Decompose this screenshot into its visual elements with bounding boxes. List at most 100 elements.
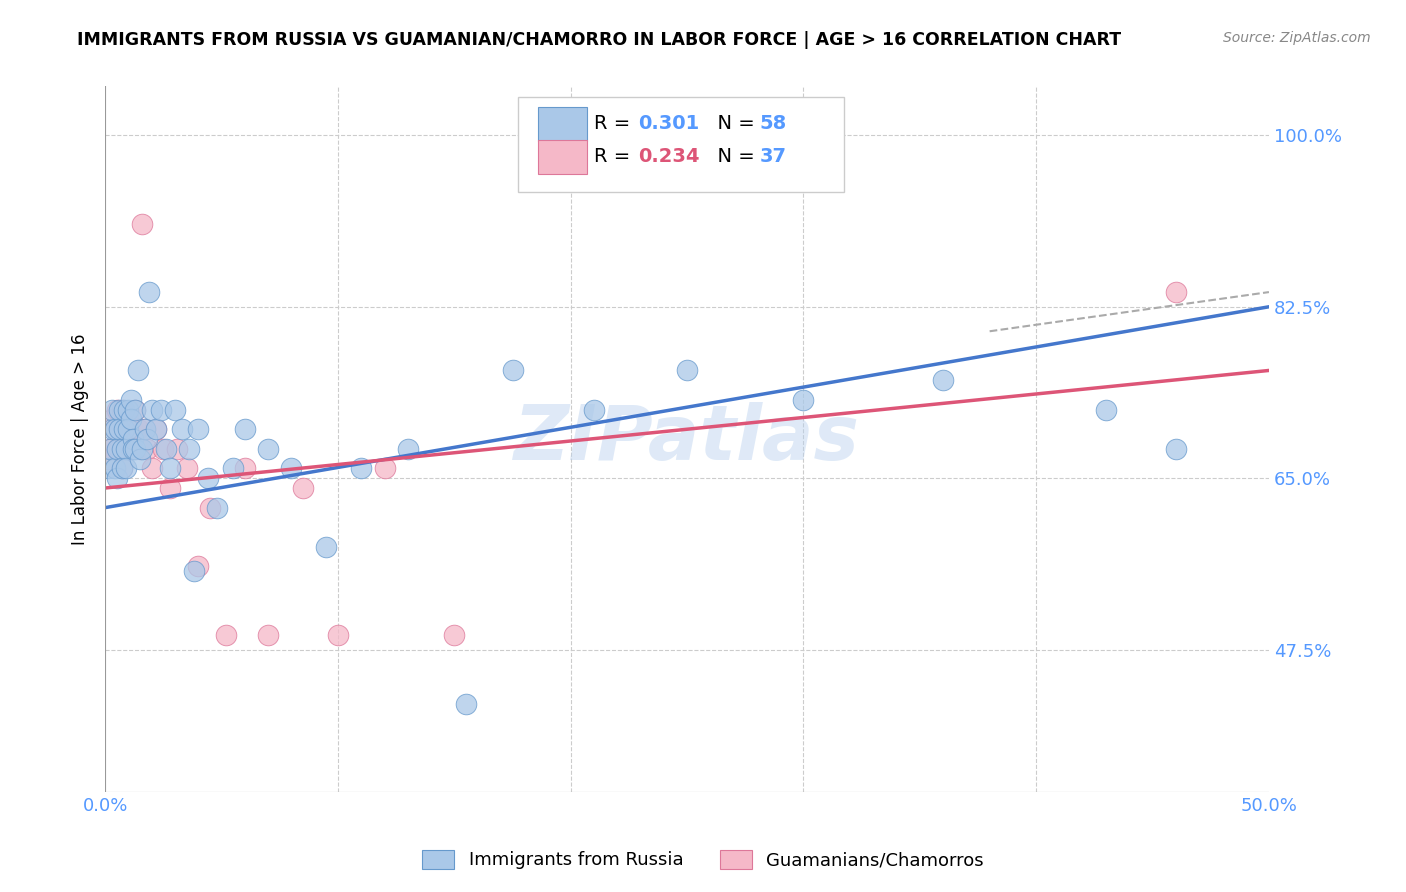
Point: [136, 432, 159, 446]
Point: [124, 442, 146, 456]
Point: [159, 481, 181, 495]
Point: [141, 461, 163, 475]
Point: [233, 461, 256, 475]
Point: [112, 422, 135, 436]
Text: 0.301: 0.301: [638, 114, 699, 133]
Point: [292, 481, 315, 495]
Point: [454, 697, 477, 711]
FancyBboxPatch shape: [538, 140, 586, 174]
Point: [326, 628, 349, 642]
Point: [110, 461, 132, 475]
Point: [152, 442, 174, 456]
Point: [105, 471, 128, 485]
Point: [108, 442, 131, 456]
Point: [131, 217, 153, 231]
Point: [105, 442, 128, 456]
Point: [187, 422, 209, 436]
Point: [197, 471, 219, 485]
Point: [932, 373, 955, 387]
Point: [96, 461, 118, 475]
Point: [150, 402, 173, 417]
Point: [103, 422, 125, 436]
Point: [141, 402, 163, 417]
Point: [122, 422, 145, 436]
Point: [127, 363, 149, 377]
Point: [124, 402, 146, 417]
Point: [117, 402, 139, 417]
Point: [101, 422, 124, 436]
Point: [115, 432, 138, 446]
Point: [222, 461, 245, 475]
Point: [159, 461, 181, 475]
FancyBboxPatch shape: [538, 107, 586, 141]
Point: [101, 402, 124, 417]
Y-axis label: In Labor Force | Age > 16: In Labor Force | Age > 16: [72, 334, 89, 545]
Point: [110, 402, 132, 417]
Point: [233, 422, 256, 436]
Point: [163, 402, 186, 417]
Text: IMMIGRANTS FROM RUSSIA VS GUAMANIAN/CHAMORRO IN LABOR FORCE | AGE > 16 CORRELATI: IMMIGRANTS FROM RUSSIA VS GUAMANIAN/CHAM…: [77, 31, 1122, 49]
Point: [96, 451, 118, 466]
Point: [443, 628, 465, 642]
Point: [155, 442, 177, 456]
Point: [315, 540, 337, 554]
Text: 0.234: 0.234: [638, 147, 700, 167]
Point: [98, 442, 121, 456]
Point: [1164, 442, 1187, 456]
Point: [112, 422, 135, 436]
Point: [138, 285, 160, 299]
Point: [112, 402, 135, 417]
Point: [676, 363, 699, 377]
Point: [117, 412, 139, 426]
Point: [120, 442, 142, 456]
Text: R =: R =: [593, 147, 637, 167]
Point: [582, 402, 605, 417]
Point: [187, 559, 209, 574]
Point: [115, 442, 138, 456]
Point: [122, 442, 145, 456]
Point: [101, 412, 124, 426]
Point: [108, 402, 131, 417]
Text: 37: 37: [759, 147, 786, 167]
Point: [502, 363, 524, 377]
Point: [127, 422, 149, 436]
Point: [129, 442, 152, 456]
Point: [103, 422, 125, 436]
Point: [131, 442, 153, 456]
Point: [205, 500, 228, 515]
Point: [98, 442, 121, 456]
Point: [115, 461, 138, 475]
Point: [145, 422, 167, 436]
Point: [117, 422, 139, 436]
Point: [108, 422, 131, 436]
Point: [373, 461, 395, 475]
FancyBboxPatch shape: [519, 97, 844, 192]
Point: [176, 461, 198, 475]
Text: 58: 58: [759, 114, 786, 133]
Point: [110, 461, 132, 475]
Point: [136, 442, 159, 456]
Text: Source: ZipAtlas.com: Source: ZipAtlas.com: [1223, 31, 1371, 45]
Point: [170, 422, 193, 436]
Point: [110, 442, 132, 456]
Point: [103, 461, 125, 475]
Point: [166, 442, 188, 456]
Point: [124, 402, 146, 417]
Text: N =: N =: [704, 147, 761, 167]
Point: [792, 392, 814, 407]
Point: [105, 442, 128, 456]
Point: [606, 128, 628, 143]
Point: [257, 628, 280, 642]
Point: [145, 422, 167, 436]
Point: [134, 422, 156, 436]
Text: R =: R =: [593, 114, 637, 133]
Point: [396, 442, 419, 456]
Point: [122, 432, 145, 446]
Point: [1095, 402, 1118, 417]
Point: [105, 402, 128, 417]
Point: [257, 442, 280, 456]
Point: [183, 564, 205, 578]
Point: [198, 500, 221, 515]
Text: ZIPatlas: ZIPatlas: [515, 402, 860, 476]
Point: [350, 461, 373, 475]
